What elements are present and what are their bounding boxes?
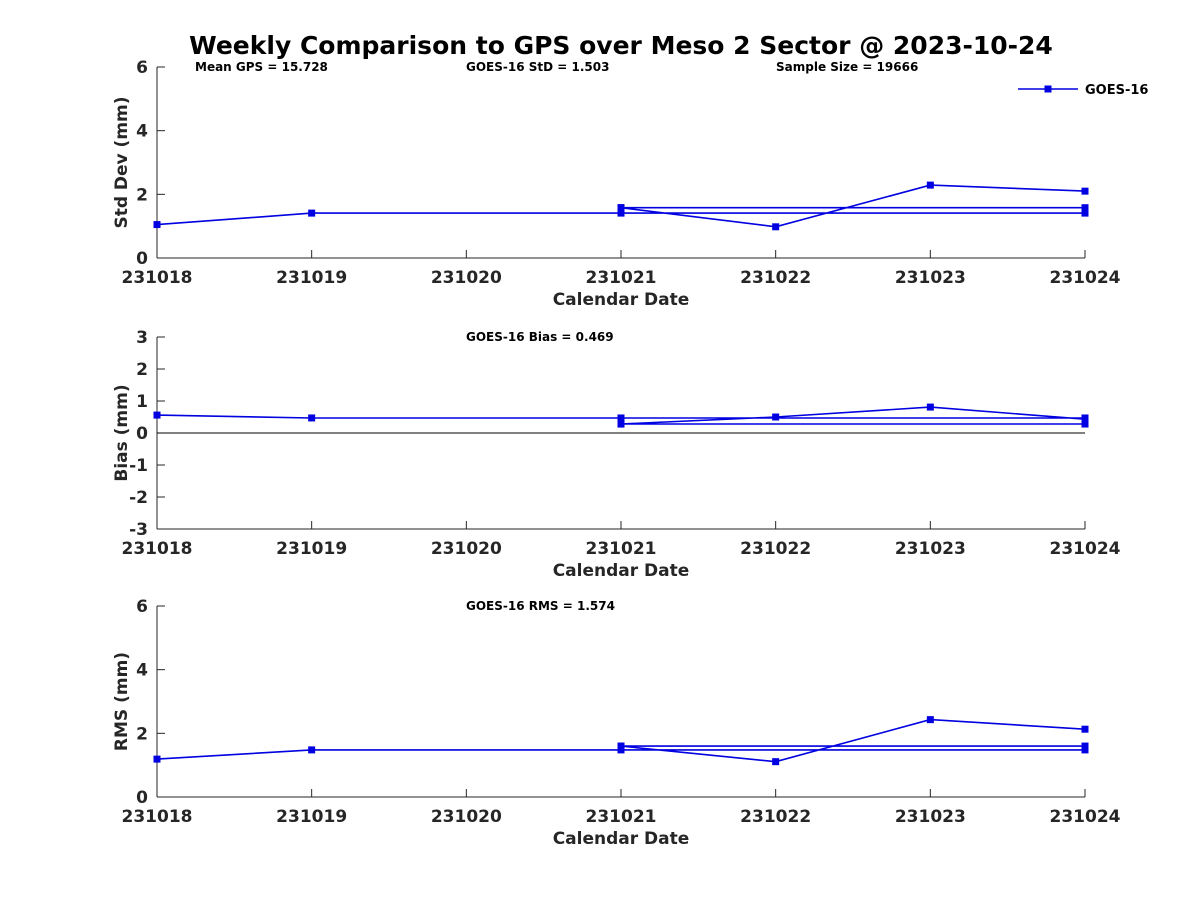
rms-y-tick-label: 4	[136, 661, 148, 681]
bias-data-point	[1081, 415, 1089, 423]
std-y-axis-label: Std Dev (mm)	[112, 96, 132, 228]
std-x-tick-label: 231019	[276, 268, 347, 288]
std-annotation: Sample Size = 19666	[776, 60, 918, 74]
bias-data-point	[308, 414, 316, 422]
rms-data-point	[153, 755, 161, 763]
rms-data-point	[1081, 746, 1089, 754]
rms-data-point	[308, 746, 316, 754]
rms-data-point	[617, 746, 625, 754]
bias-x-tick-label: 231018	[122, 539, 193, 559]
bias-data-point	[926, 403, 934, 411]
std-x-tick-label: 231021	[586, 268, 657, 288]
bias-data-point	[617, 420, 625, 428]
bias-x-tick-label: 231019	[276, 539, 347, 559]
rms-x-tick-label: 231022	[740, 807, 811, 827]
rms-y-tick-label: 0	[136, 788, 148, 808]
rms-x-tick-label: 231020	[431, 807, 502, 827]
bias-data-point	[617, 414, 625, 422]
bias-x-tick-label: 231023	[895, 539, 966, 559]
legend-label: GOES-16	[1085, 83, 1148, 98]
bias-y-tick-label: 3	[136, 328, 148, 348]
std-data-point	[1081, 209, 1089, 217]
std-data-point	[1081, 187, 1089, 195]
rms-x-tick-label: 231023	[895, 807, 966, 827]
std-y-tick-label: 2	[136, 185, 148, 205]
bias-x-tick-label: 231021	[586, 539, 657, 559]
rms-y-tick-label: 6	[136, 597, 148, 617]
bias-x-tick-label: 231022	[740, 539, 811, 559]
bias-y-axis-label: Bias (mm)	[112, 384, 132, 481]
std-data-point	[308, 209, 316, 217]
bias-y-tick-label: 2	[136, 360, 148, 380]
figure-title: Weekly Comparison to GPS over Meso 2 Sec…	[189, 31, 1053, 60]
std-data-point	[772, 223, 780, 231]
rms-x-tick-label: 231019	[276, 807, 347, 827]
std-series-line	[156, 184, 1086, 228]
std-x-tick-label: 231020	[431, 268, 502, 288]
std-x-axis-label: Calendar Date	[553, 290, 690, 310]
bias-y-tick-label: -2	[129, 488, 148, 508]
std-annotation: Mean GPS = 15.728	[195, 60, 328, 74]
rms-y-axis-label: RMS (mm)	[112, 652, 132, 751]
std-data-point	[617, 204, 625, 212]
bias-y-tick-label: -1	[129, 456, 148, 476]
rms-x-tick-label: 231024	[1050, 807, 1121, 827]
rms-y-tick-label: 2	[136, 724, 148, 744]
std-data-point	[1081, 204, 1089, 212]
bias-series-line	[156, 406, 1086, 425]
rms-x-axis-label: Calendar Date	[553, 829, 690, 849]
std-x-tick-label: 231023	[895, 268, 966, 288]
rms-annotation: GOES-16 RMS = 1.574	[466, 599, 615, 613]
std-data-point	[926, 181, 934, 189]
bias-x-tick-label: 231020	[431, 539, 502, 559]
rms-data-point	[1081, 742, 1089, 750]
std-annotation: GOES-16 StD = 1.503	[466, 60, 609, 74]
std-data-point	[153, 221, 161, 229]
rms-data-point	[1081, 725, 1089, 733]
std-x-tick-label: 231018	[122, 268, 193, 288]
bias-x-tick-label: 231024	[1050, 539, 1121, 559]
rms-data-point	[926, 716, 934, 724]
rms-x-tick-label: 231021	[586, 807, 657, 827]
rms-series-line	[156, 718, 1086, 763]
bias-y-tick-label: -3	[129, 520, 148, 540]
rms-x-tick-label: 231018	[122, 807, 193, 827]
bias-x-axis-label: Calendar Date	[553, 561, 690, 581]
rms-data-point	[772, 758, 780, 766]
bias-data-point	[1081, 420, 1089, 428]
std-data-point	[617, 209, 625, 217]
bias-y-tick-label: 0	[136, 424, 148, 444]
std-y-tick-label: 0	[136, 249, 148, 269]
bias-annotation: GOES-16 Bias = 0.469	[466, 330, 614, 344]
std-x-tick-label: 231022	[740, 268, 811, 288]
bias-data-point	[772, 413, 780, 421]
std-y-tick-label: 4	[136, 122, 148, 142]
legend-marker	[1044, 85, 1052, 93]
bias-data-point	[153, 411, 161, 419]
rms-data-point	[617, 742, 625, 750]
std-y-tick-label: 6	[136, 58, 148, 78]
std-x-tick-label: 231024	[1050, 268, 1121, 288]
bias-y-tick-label: 1	[136, 392, 148, 412]
